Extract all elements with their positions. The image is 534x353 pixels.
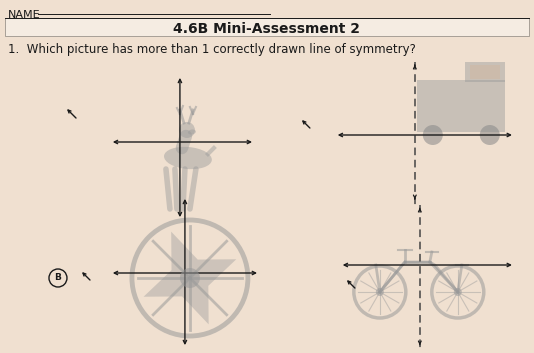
Bar <box>417 80 505 132</box>
Bar <box>465 62 505 82</box>
Text: 1.  Which picture has more than 1 correctly drawn line of symmetry?: 1. Which picture has more than 1 correct… <box>8 43 416 56</box>
Bar <box>470 65 500 79</box>
FancyBboxPatch shape <box>5 18 529 36</box>
Polygon shape <box>144 232 236 324</box>
Circle shape <box>480 125 500 145</box>
Ellipse shape <box>188 130 196 134</box>
Circle shape <box>179 122 195 138</box>
Circle shape <box>454 288 462 296</box>
Ellipse shape <box>164 147 212 169</box>
Text: 4.6B Mini-Assessment 2: 4.6B Mini-Assessment 2 <box>174 22 360 36</box>
Text: NAME: NAME <box>8 10 41 20</box>
Circle shape <box>376 288 384 296</box>
Circle shape <box>423 125 443 145</box>
Text: B: B <box>54 274 61 282</box>
Circle shape <box>180 268 200 288</box>
